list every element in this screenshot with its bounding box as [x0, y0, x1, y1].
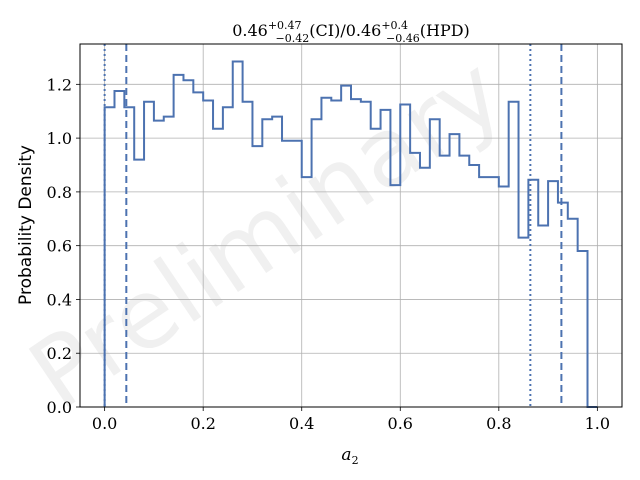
x-axis-label-sub: 2: [352, 454, 359, 467]
chart-title: 0.46+0.47 −0.42(CI)/0.46+0.4 −0.46(HPD): [232, 19, 470, 45]
y-axis-label: Probability Density: [16, 145, 36, 305]
grid-lines: [80, 44, 622, 408]
x-tick-label: 0.4: [289, 414, 314, 433]
y-tick-label: 0.0: [47, 398, 72, 417]
plot-frame: [79, 43, 623, 408]
y-tick-label: 0.4: [47, 290, 72, 309]
x-tick-label: 1.0: [585, 414, 610, 433]
title-ci-sup: +0.47: [268, 19, 302, 32]
title-ci-label: (CI)/: [309, 21, 346, 40]
x-axis-label-base: a: [341, 445, 351, 465]
title-ci-sub: −0.42: [276, 32, 310, 45]
y-tick-label: 0.8: [47, 183, 72, 202]
title-hpd-label: (HPD): [420, 21, 470, 40]
title-value2: 0.46: [346, 21, 382, 40]
y-tick-label: 1.0: [47, 129, 72, 148]
x-tick-label: 0.2: [190, 414, 215, 433]
x-tick-label: 0.0: [92, 414, 117, 433]
x-tick-label: 0.6: [388, 414, 413, 433]
y-tick-label: 0.6: [47, 237, 72, 256]
title-hpd-sub: −0.46: [386, 32, 420, 45]
histogram-step-line: [103, 60, 598, 408]
title-hpd-sup: +0.4: [381, 19, 408, 32]
y-tick-label: 0.2: [47, 344, 72, 363]
x-tick-label: 0.8: [486, 414, 511, 433]
watermark-text: Preliminary: [10, 35, 522, 431]
x-axis-label: a2: [341, 445, 358, 467]
title-value: 0.46: [232, 21, 268, 40]
x-axis-ticks: 0.0 0.2 0.4 0.6 0.8 1.0: [92, 407, 610, 433]
y-tick-label: 1.2: [47, 75, 72, 94]
y-axis-ticks: 0.0 0.2 0.4 0.6 0.8 1.0 1.2: [47, 75, 80, 417]
